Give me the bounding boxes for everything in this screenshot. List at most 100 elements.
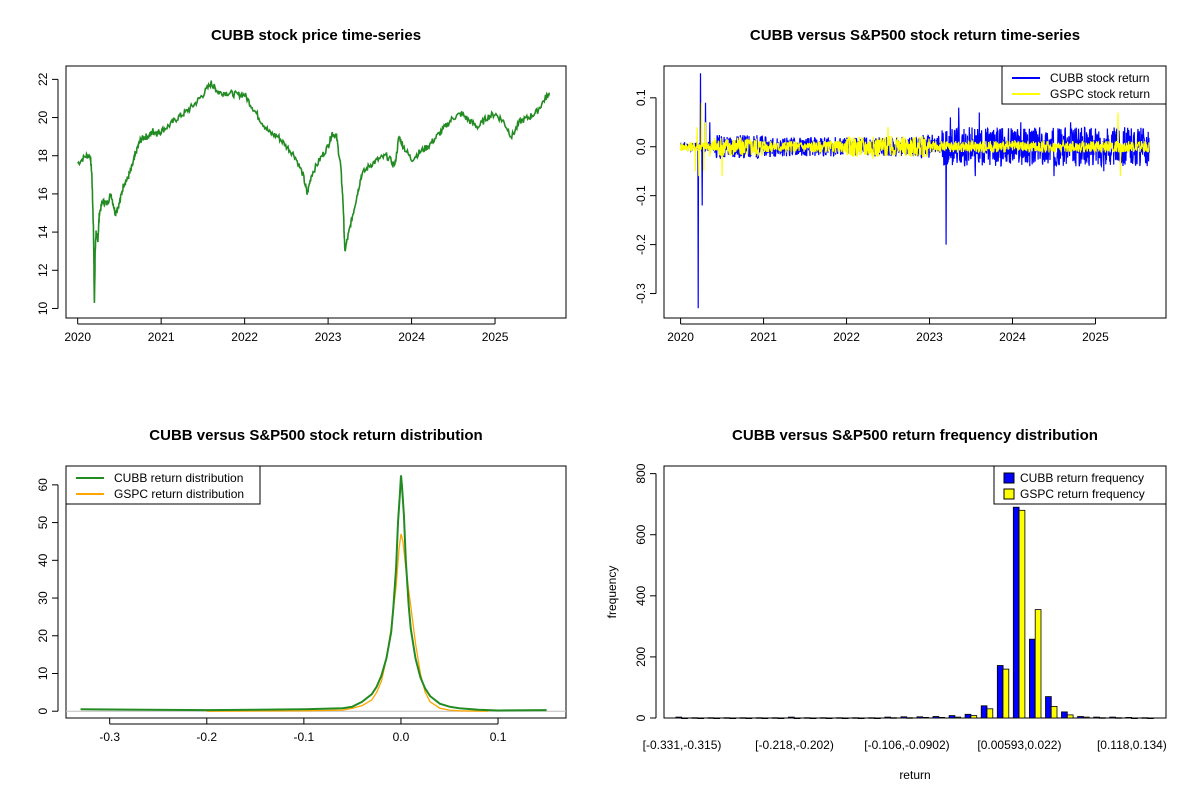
x-tick-label: 2025 (482, 330, 509, 344)
y-tick-label: 200 (634, 647, 648, 667)
histogram-bar (970, 715, 978, 719)
x-tick-label: -0.1 (294, 730, 315, 744)
legend-label: CUBB return distribution (114, 471, 243, 485)
chart-title: CUBB stock price time-series (211, 27, 421, 44)
legend-label: CUBB return frequency (1020, 471, 1144, 485)
x-tick-label: 2020 (64, 330, 91, 344)
x-tick-label: 2023 (916, 330, 943, 344)
histogram-bar (681, 717, 688, 720)
histogram-bar (1012, 506, 1020, 719)
histogram-bar (793, 717, 801, 720)
cubb-density-line (80, 475, 547, 712)
x-tick-label: 2020 (667, 330, 694, 344)
histogram-bar (707, 717, 715, 719)
histogram-bar (874, 717, 881, 720)
histogram-bar (771, 717, 779, 719)
legend: CUBB stock return GSPC stock return (1001, 65, 1167, 105)
histogram-bar (1034, 609, 1042, 719)
histogram-bar (1099, 717, 1106, 719)
x-axis-title: return (899, 768, 930, 782)
return-timeseries-panel: CUBB versus S&P500 stock return time-ser… (634, 27, 1167, 344)
legend-swatch (1003, 472, 1015, 484)
histogram-bar (1066, 714, 1074, 719)
histogram-bar (842, 717, 849, 720)
histogram-bar (1045, 696, 1052, 719)
x-tick-label: 2025 (1082, 330, 1109, 344)
histogram-bar (884, 716, 891, 719)
histogram-bar (1018, 509, 1026, 719)
histogram-bar (1061, 711, 1068, 719)
x-tick-label: 2021 (148, 330, 175, 344)
histogram-bar (996, 665, 1004, 719)
histogram-bar (900, 716, 908, 719)
histogram-bar (777, 717, 785, 720)
histogram-bar (788, 716, 795, 719)
histogram-bar (890, 717, 897, 719)
legend-label: GSPC return distribution (114, 487, 244, 501)
y-tick-label: 14 (36, 225, 50, 239)
y-tick-label: 22 (36, 72, 50, 86)
legend-label: GSPC stock return (1050, 87, 1150, 101)
histogram-bar (964, 713, 972, 719)
histogram-bar (938, 717, 945, 719)
y-tick-label: 16 (36, 187, 50, 201)
y-tick-label: -0.2 (634, 234, 648, 255)
legend: CUBB return distribution GSPC return dist… (65, 465, 261, 505)
histogram-bar (675, 716, 683, 719)
x-tick-label: 2024 (999, 330, 1026, 344)
histogram-bar (761, 717, 769, 720)
histogram-bar (713, 717, 720, 720)
histogram-bar (1115, 717, 1122, 719)
y-tick-label: 50 (36, 516, 50, 530)
histogram-bar (852, 717, 859, 719)
histogram-bar (820, 717, 827, 719)
legend-box (993, 465, 1167, 505)
return-distribution-panel: CUBB versus S&P500 stock return distribu… (36, 427, 567, 744)
x-tick-label: 2022 (231, 330, 258, 344)
plot-frame (663, 465, 1167, 719)
histogram-bar (916, 716, 924, 719)
y-axis-title: frequency (605, 566, 619, 619)
y-tick-label: -0.3 (634, 283, 648, 304)
y-tick-label: 10 (36, 666, 50, 680)
histogram-bar (986, 708, 994, 719)
histogram-bar (922, 717, 929, 719)
x-category-label: [-0.331,-0.315) (643, 738, 722, 752)
y-tick-label: 40 (36, 553, 50, 567)
histogram-bar (825, 717, 833, 720)
legend: CUBB return frequency GSPC return frequen… (993, 465, 1167, 505)
y-tick-label: 20 (36, 111, 50, 125)
x-tick-label: 2024 (398, 330, 425, 344)
x-tick-label: -0.2 (196, 730, 217, 744)
gspc-density-line (206, 533, 489, 712)
x-category-label: [0.00593,0.022) (977, 738, 1061, 752)
y-tick-label: 12 (36, 263, 50, 277)
histogram-bar (729, 717, 737, 720)
chart-title: CUBB versus S&P500 stock return distribu… (149, 427, 482, 444)
histogram-bar (836, 717, 843, 719)
y-tick-label: 0 (634, 714, 648, 721)
y-tick-label: 400 (634, 585, 648, 605)
chart-title: CUBB versus S&P500 stock return time-ser… (750, 27, 1080, 44)
histogram-bar (739, 717, 747, 719)
histogram-bar (1029, 638, 1036, 719)
histogram-bar (691, 717, 699, 719)
x-tick-label: 0.1 (490, 730, 507, 744)
x-category-label: [-0.218,-0.202) (755, 738, 834, 752)
histogram-bar (932, 716, 940, 719)
histogram-bar (697, 717, 704, 720)
legend-label: CUBB stock return (1050, 71, 1149, 85)
y-tick-label: 10 (36, 301, 50, 315)
histogram-bar (723, 717, 731, 719)
histogram-bar (809, 717, 817, 720)
histogram-bar (1050, 706, 1058, 719)
histogram-bar (755, 717, 763, 719)
y-tick-label: 600 (634, 524, 648, 544)
y-tick-label: 60 (36, 478, 50, 492)
plot-frame (65, 65, 567, 319)
histogram-bar (954, 716, 961, 719)
x-category-label: [-0.106,-0.0902) (864, 738, 949, 752)
x-tick-label: -0.3 (99, 730, 120, 744)
